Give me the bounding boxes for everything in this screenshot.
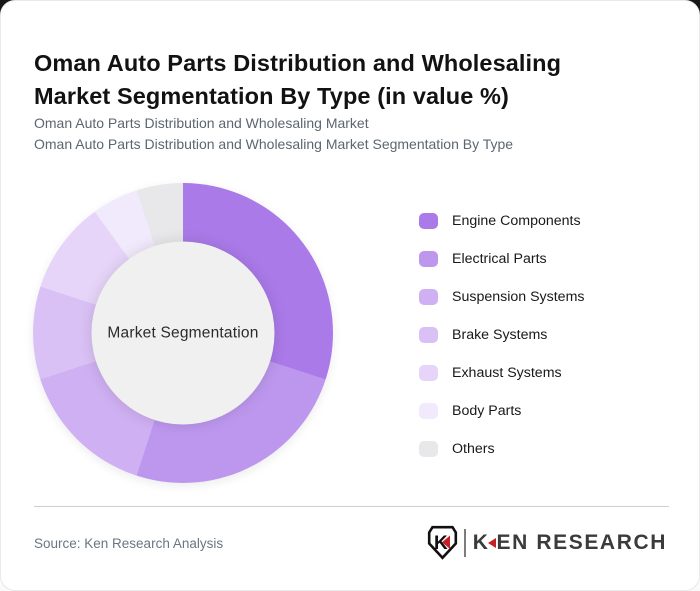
- legend-label: Electrical Parts: [452, 251, 547, 267]
- source-note: Source: Ken Research Analysis: [34, 536, 224, 551]
- chart-legend: Engine Components Electrical Parts Suspe…: [419, 213, 584, 479]
- chart-subtitle: Oman Auto Parts Distribution and Wholesa…: [34, 113, 513, 155]
- legend-item: Suspension Systems: [419, 289, 584, 305]
- wordmark-k: K: [472, 530, 490, 554]
- footer-divider: [34, 506, 669, 507]
- legend-swatch: [419, 289, 438, 305]
- legend-swatch: [419, 251, 438, 267]
- legend-swatch: [419, 213, 438, 229]
- legend-item: Exhaust Systems: [419, 365, 584, 381]
- logo-separator: [463, 528, 466, 557]
- logo-badge-letter: K: [434, 533, 448, 554]
- legend-label: Engine Components: [452, 213, 581, 229]
- logo-shield-icon: K: [427, 525, 457, 560]
- donut-center: Market Segmentation: [91, 241, 275, 425]
- wordmark-triangle-icon: [487, 537, 496, 548]
- logo-wordmark: K EN RESEARCH: [473, 531, 667, 555]
- legend-label: Suspension Systems: [452, 289, 585, 305]
- legend-swatch: [419, 365, 438, 381]
- legend-swatch: [419, 403, 438, 419]
- legend-label: Exhaust Systems: [452, 365, 562, 381]
- legend-label: Others: [452, 441, 495, 457]
- subtitle-line-1: Oman Auto Parts Distribution and Wholesa…: [34, 115, 369, 131]
- subtitle-line-2: Oman Auto Parts Distribution and Wholesa…: [34, 136, 514, 152]
- legend-swatch: [419, 327, 438, 343]
- donut-ring: Market Segmentation: [33, 183, 333, 483]
- legend-swatch: [419, 441, 438, 457]
- legend-item: Engine Components: [419, 213, 584, 229]
- ken-research-logo: K K EN RESEARCH: [427, 525, 667, 560]
- legend-label: Body Parts: [452, 403, 522, 419]
- legend-item: Body Parts: [419, 403, 584, 419]
- legend-label: Brake Systems: [452, 327, 548, 343]
- legend-item: Electrical Parts: [419, 251, 584, 267]
- legend-item: Others: [419, 441, 584, 457]
- logo-badge-triangle-icon: [441, 535, 450, 549]
- page-title: Oman Auto Parts Distribution and Wholesa…: [34, 49, 562, 109]
- wordmark-rest: EN RESEARCH: [496, 530, 667, 554]
- donut-center-label: Market Segmentation: [107, 324, 259, 341]
- legend-item: Brake Systems: [419, 327, 584, 343]
